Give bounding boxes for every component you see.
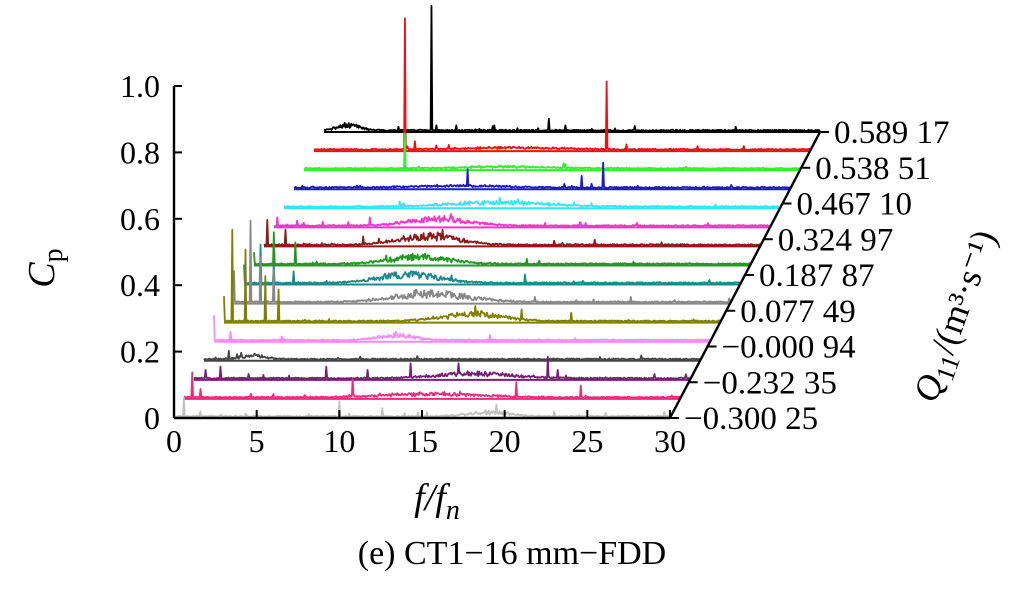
y-tick-label: 0.2 [120,334,160,370]
spectrum-series-16 [323,4,821,132]
z-axis-label-unit: /(m³·s⁻¹) [923,225,1005,360]
z-tick-label: −0.000 94 [722,330,856,366]
y-tick-label: 0.8 [120,134,160,170]
x-tick-label: 0 [166,423,182,459]
y-tick-label: 0.6 [120,201,160,237]
z-tick-label: 0.538 51 [815,151,931,187]
z-tick-label: 0.187 87 [759,258,875,294]
z-tick-label: −0.300 25 [684,401,818,437]
spectrum-series-14 [303,132,801,171]
z-axis-label: Q11/(m³·s⁻¹) [905,225,1010,410]
spectrum-series-4 [203,349,701,361]
x-tick-label: 5 [249,423,265,459]
spectrum-series-12 [283,196,781,209]
spectrum-series-11 [273,213,771,228]
y-tick-label: 0 [144,400,160,436]
x-tick-label: 15 [406,423,438,459]
z-tick-label: 0.467 10 [797,187,913,223]
y-tick-label: 0.4 [120,267,160,303]
figure-caption: (e) CT1−16 mm−FDD [357,535,667,572]
spectrum-series-3 [193,355,691,380]
z-tick-label: 0.324 97 [778,222,894,258]
spectrum-series-15 [313,17,811,151]
y-axis-label: Cp [21,248,69,287]
spectrum-series-6 [223,228,721,323]
x-tick-label: 10 [323,423,355,459]
axes-layer: 00.20.40.60.81.00 5 10 15 20 25 30−0.300 25−0.… [120,68,950,459]
x-tick-label: 30 [654,423,686,459]
x-axis-label-sub: n [446,495,460,526]
x-tick-label: 25 [571,423,603,459]
spectrum-series-10 [263,218,761,247]
spectrum-series-13 [293,161,791,190]
spectrum-series-7 [233,219,731,304]
x-axis-label: f/fn [414,477,460,526]
y-axis-label-sub: p [38,248,69,262]
spectrum-series-9 [253,231,751,266]
spectrum-series-8 [243,243,741,285]
z-tick-label: 0.589 17 [834,115,950,151]
x-axis-label-main: f/f [414,477,450,519]
y-axis-label-main: C [21,262,63,288]
spectrum-series-5 [213,315,711,342]
spectrum-series-2 [183,371,681,399]
z-tick-label: 0.077 49 [740,294,856,330]
series-layer [173,4,821,419]
y-tick-label: 1.0 [120,68,160,104]
z-tick-label: −0.232 35 [703,365,837,401]
x-tick-label: 20 [489,423,521,459]
